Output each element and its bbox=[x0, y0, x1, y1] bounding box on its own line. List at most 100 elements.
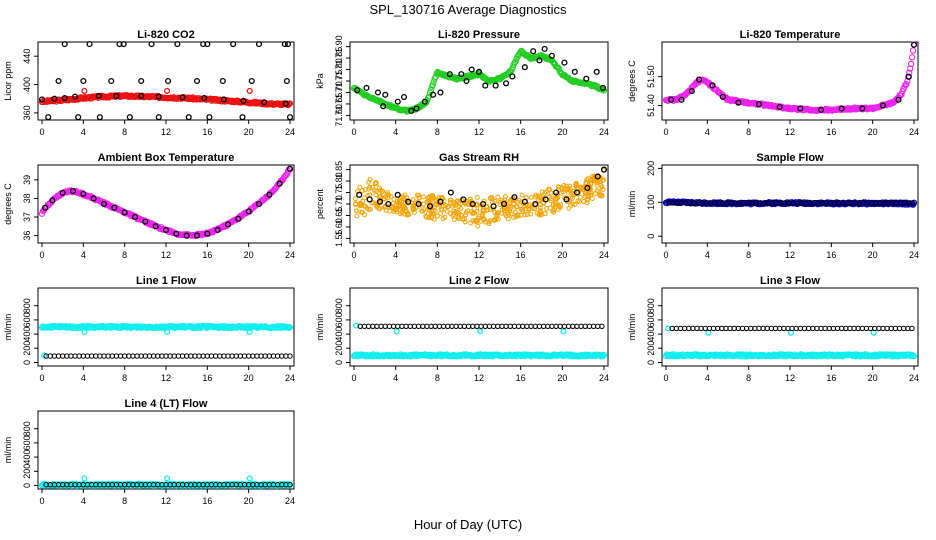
data-point bbox=[276, 180, 283, 187]
panel-title: Ambient Box Temperature bbox=[98, 152, 235, 164]
data-point bbox=[523, 206, 529, 212]
y-axis-label: ml/min bbox=[627, 191, 637, 218]
x-tick-label: 16 bbox=[516, 373, 526, 383]
data-point bbox=[492, 217, 498, 223]
x-tick-label: 20 bbox=[244, 250, 254, 260]
data-point bbox=[458, 71, 465, 78]
x-tick-label: 16 bbox=[202, 127, 212, 137]
x-tick-label: 24 bbox=[599, 373, 609, 383]
data-point bbox=[366, 196, 373, 203]
y-tick-label: 200 bbox=[22, 341, 32, 356]
data-point bbox=[411, 209, 417, 215]
y-tick-label: 600 bbox=[22, 435, 32, 450]
y-tick-label: 39 bbox=[22, 175, 32, 185]
data-point bbox=[51, 95, 58, 102]
y-axis-label: degrees C bbox=[627, 60, 637, 102]
data-point bbox=[55, 77, 62, 85]
data-point bbox=[395, 199, 401, 205]
data-point bbox=[467, 196, 473, 202]
data-point bbox=[353, 208, 359, 214]
data-point bbox=[431, 216, 437, 222]
y-tick-label: 440 bbox=[22, 49, 32, 64]
data-point bbox=[86, 41, 93, 48]
data-point bbox=[599, 84, 607, 91]
y-tick-label: 200 bbox=[22, 464, 32, 479]
data-point bbox=[49, 197, 56, 204]
data-point bbox=[96, 114, 103, 121]
y-axis-label: Licor ppm bbox=[3, 61, 13, 101]
x-tick-label: 20 bbox=[244, 127, 254, 137]
x-tick-label: 0 bbox=[351, 127, 356, 137]
data-point bbox=[474, 218, 480, 224]
data-point bbox=[431, 211, 437, 217]
data-point bbox=[668, 96, 675, 103]
data-point bbox=[485, 207, 491, 213]
data-point bbox=[245, 208, 252, 215]
data-point bbox=[486, 219, 492, 225]
data-point bbox=[550, 208, 556, 214]
data-point bbox=[372, 181, 378, 187]
data-point bbox=[492, 198, 498, 204]
data-point bbox=[429, 81, 436, 88]
data-point bbox=[204, 230, 211, 237]
data-point bbox=[594, 173, 601, 180]
data-point bbox=[797, 105, 804, 112]
y-tick-label: 200 bbox=[646, 341, 656, 356]
data-point bbox=[511, 201, 517, 207]
x-tick-label: 0 bbox=[39, 127, 44, 137]
data-point bbox=[447, 197, 453, 203]
x-tick-label: 4 bbox=[705, 373, 710, 383]
data-point bbox=[548, 52, 555, 59]
x-tick-label: 24 bbox=[599, 127, 609, 137]
data-point bbox=[490, 203, 497, 210]
data-point bbox=[362, 212, 368, 218]
data-point bbox=[281, 41, 288, 48]
data-point bbox=[426, 203, 434, 210]
data-point bbox=[573, 182, 579, 188]
x-tick-label: 4 bbox=[81, 373, 86, 383]
data-point bbox=[224, 221, 232, 228]
x-tick-label: 8 bbox=[746, 373, 751, 383]
data-point bbox=[468, 66, 475, 73]
y-tick-label: 400 bbox=[334, 327, 344, 342]
data-point bbox=[487, 206, 493, 212]
x-tick-label: 16 bbox=[516, 250, 526, 260]
data-point bbox=[521, 64, 528, 71]
y-tick-label: 1.60 bbox=[334, 218, 344, 236]
data-point bbox=[80, 77, 87, 85]
data-point bbox=[185, 114, 192, 121]
data-point bbox=[487, 218, 493, 224]
data-point bbox=[373, 192, 379, 198]
y-tick-label: 37 bbox=[22, 212, 32, 222]
y-tick-label: 71.60 bbox=[334, 104, 344, 127]
data-point bbox=[484, 204, 490, 210]
data-point bbox=[859, 105, 866, 112]
data-point bbox=[131, 213, 139, 221]
data-point bbox=[547, 205, 553, 211]
data-point bbox=[543, 189, 549, 195]
x-tick-label: 8 bbox=[122, 496, 127, 506]
data-point bbox=[548, 190, 554, 196]
y-tick-label: 71.80 bbox=[334, 58, 344, 81]
data-point bbox=[366, 179, 372, 185]
data-point bbox=[357, 202, 363, 208]
x-tick-label: 20 bbox=[868, 250, 878, 260]
data-point bbox=[532, 200, 539, 208]
data-point bbox=[600, 166, 608, 173]
y-tick-label: 200 bbox=[334, 341, 344, 356]
data-point bbox=[895, 96, 902, 103]
data-point bbox=[255, 41, 263, 48]
data-point bbox=[287, 482, 293, 488]
data-point bbox=[542, 196, 549, 203]
data-point bbox=[230, 41, 237, 48]
data-point bbox=[38, 96, 46, 103]
data-point bbox=[463, 77, 470, 85]
panel-4: Ambient Box Temperature degrees C 0 4 8 12 16 2… bbox=[3, 152, 295, 260]
data-point bbox=[513, 214, 519, 220]
data-point bbox=[460, 196, 467, 203]
x-tick-label: 20 bbox=[244, 496, 254, 506]
data-point bbox=[512, 209, 518, 215]
data-point bbox=[61, 41, 68, 48]
data-point bbox=[560, 328, 567, 335]
